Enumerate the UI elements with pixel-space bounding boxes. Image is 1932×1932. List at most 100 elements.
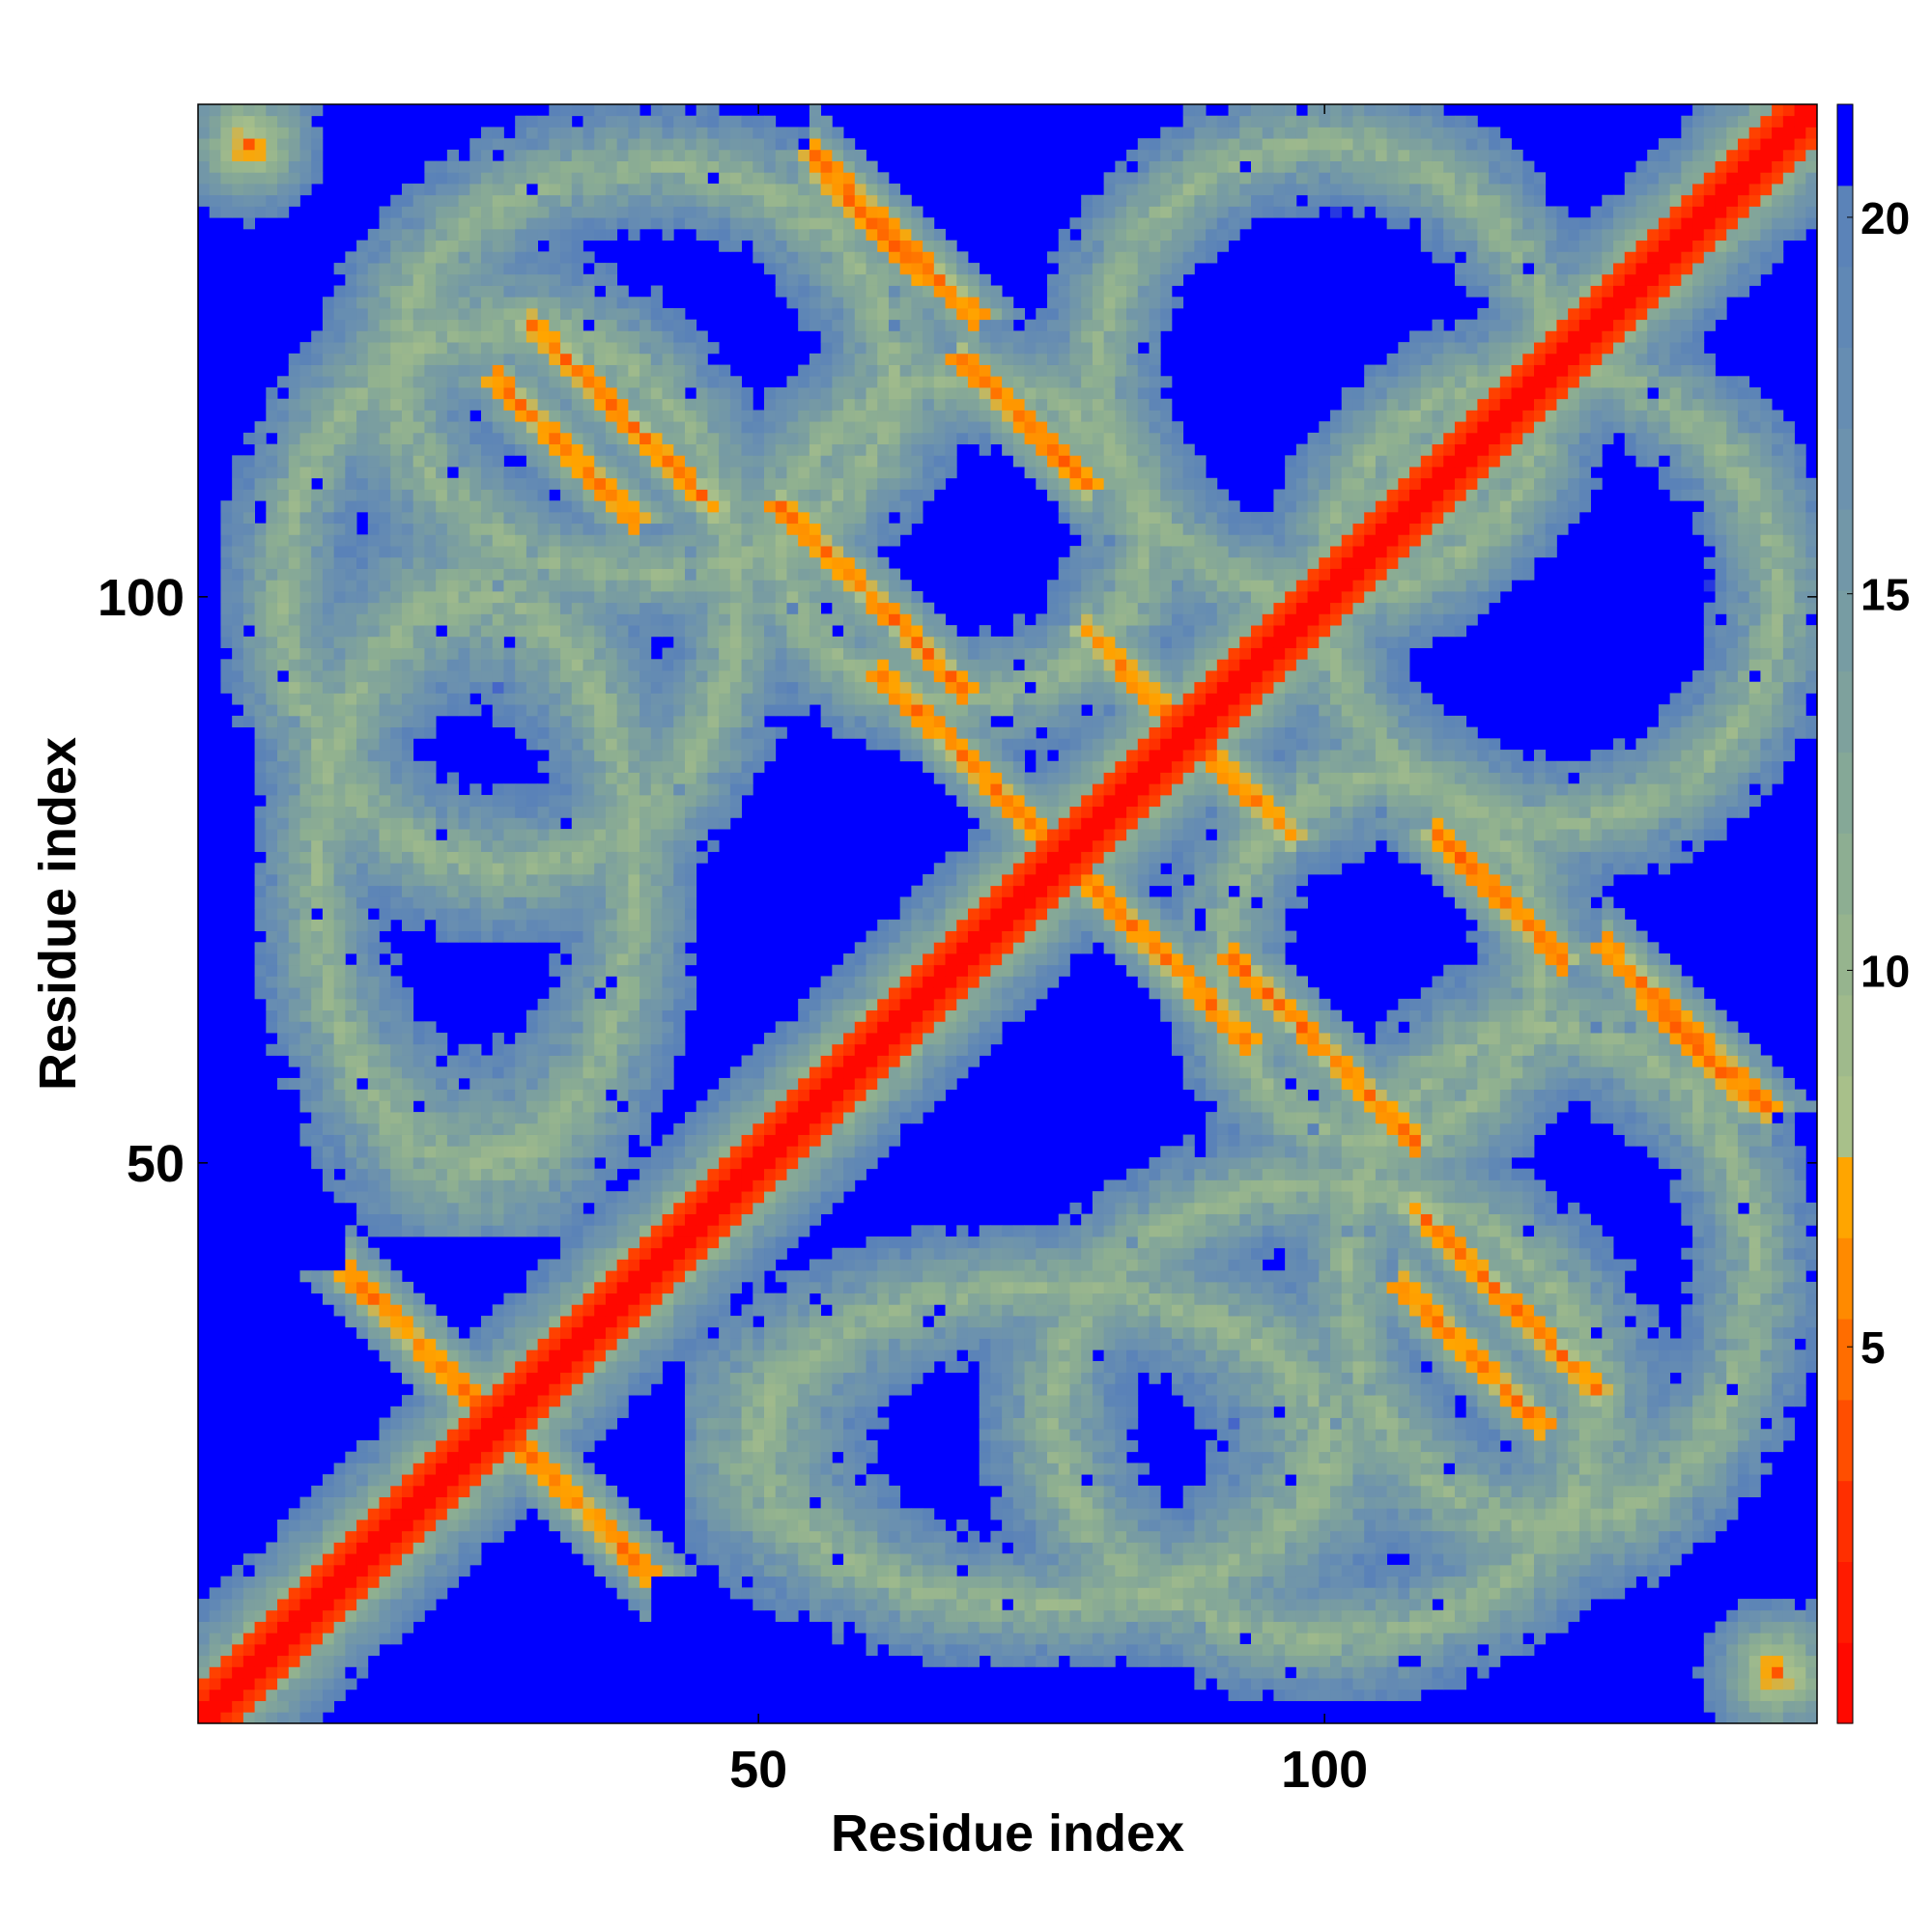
heatmap-cell <box>582 1395 595 1407</box>
heatmap-cell <box>650 1360 663 1374</box>
heatmap-cell <box>424 455 437 468</box>
heatmap-cell <box>673 987 686 1000</box>
heatmap-cell <box>571 794 583 808</box>
heatmap-cell <box>639 1168 652 1180</box>
heatmap-cell <box>424 1055 437 1067</box>
heatmap-cell <box>424 1508 437 1520</box>
heatmap-cell <box>266 1712 278 1724</box>
heatmap-cell <box>254 1553 267 1566</box>
heatmap-cell <box>616 783 629 796</box>
heatmap-cell <box>628 1043 640 1056</box>
heatmap-cell <box>277 693 290 705</box>
heatmap-cell <box>458 1508 470 1520</box>
heatmap-cell <box>242 568 255 581</box>
heatmap-cell <box>424 432 437 445</box>
heatmap-cell <box>515 806 527 818</box>
heatmap-cell <box>322 1689 335 1701</box>
heatmap-cell <box>277 625 290 638</box>
heatmap-cell <box>549 1021 561 1034</box>
heatmap-cell <box>741 467 753 479</box>
heatmap-cell <box>379 750 391 762</box>
heatmap-cell <box>549 1156 561 1170</box>
heatmap-cell <box>322 919 335 931</box>
heatmap-cell <box>299 829 312 841</box>
heatmap-cell <box>526 228 539 242</box>
heatmap-cell <box>356 500 369 513</box>
heatmap-cell <box>401 1281 414 1294</box>
heatmap-cell <box>288 783 300 796</box>
heatmap-cell <box>379 647 391 660</box>
heatmap-cell <box>582 1259 595 1271</box>
heatmap-cell <box>401 1316 414 1328</box>
heatmap-cell <box>719 760 731 773</box>
heatmap-cell <box>288 534 300 547</box>
heatmap-cell <box>367 1530 380 1543</box>
heatmap-cell <box>288 885 300 897</box>
heatmap-cell <box>424 568 437 581</box>
heatmap-cell <box>367 364 380 377</box>
heatmap-cell <box>424 1326 437 1339</box>
heatmap-cell <box>616 760 629 773</box>
heatmap-cell <box>650 806 663 818</box>
heatmap-cell <box>322 443 335 456</box>
heatmap-cell <box>753 1542 765 1554</box>
heatmap-cell <box>424 511 437 525</box>
heatmap-cell <box>458 1485 470 1497</box>
heatmap-cell <box>729 410 742 422</box>
heatmap-cell <box>436 206 448 218</box>
heatmap-cell <box>673 738 686 751</box>
heatmap-cell <box>390 263 403 275</box>
heatmap-cell <box>288 443 300 456</box>
heatmap-cell <box>696 817 708 830</box>
heatmap-cell <box>526 1146 539 1158</box>
heatmap-cell <box>605 319 618 331</box>
heatmap-cell <box>390 1009 403 1022</box>
heatmap-cell <box>741 443 753 456</box>
heatmap-cell <box>741 1259 753 1271</box>
heatmap-cell <box>605 806 618 818</box>
heatmap-cell <box>492 534 504 547</box>
heatmap-cell <box>537 1009 550 1022</box>
heatmap-cell <box>582 251 595 264</box>
heatmap-cell <box>764 1338 777 1350</box>
heatmap-cell <box>446 1485 459 1497</box>
heatmap-cell <box>549 1100 561 1113</box>
heatmap-cell <box>571 410 583 422</box>
heatmap-cell <box>242 1599 255 1611</box>
heatmap-cell <box>333 1666 346 1679</box>
heatmap-cell <box>436 1316 448 1328</box>
heatmap-cell <box>288 613 300 626</box>
heatmap-cell <box>492 477 504 490</box>
heatmap-cell <box>401 534 414 547</box>
heatmap-cell <box>526 172 539 185</box>
heatmap-cell <box>662 839 674 852</box>
heatmap-cell <box>458 455 470 468</box>
heatmap-cell <box>571 908 583 921</box>
heatmap-cell <box>424 1451 437 1463</box>
heatmap-cell <box>288 1599 300 1611</box>
heatmap-cell <box>753 580 765 592</box>
heatmap-cell <box>492 908 504 921</box>
heatmap-cell <box>220 184 233 196</box>
heatmap-cell <box>673 1553 686 1566</box>
heatmap-cell <box>412 443 425 456</box>
heatmap-cell <box>582 919 595 931</box>
heatmap-cell <box>232 194 244 207</box>
heatmap-cell <box>288 806 300 818</box>
heatmap-cell <box>650 1247 663 1260</box>
heatmap-cell <box>707 1146 720 1158</box>
heatmap-cell <box>628 647 640 660</box>
heatmap-cell <box>594 138 607 151</box>
heatmap-cell <box>549 1259 561 1271</box>
heatmap-cell <box>537 342 550 355</box>
heatmap-cell <box>436 1122 448 1135</box>
heatmap-cell <box>605 1406 618 1418</box>
heatmap-cell <box>650 839 663 852</box>
heatmap-cell <box>311 1576 324 1588</box>
heatmap-cell <box>458 681 470 694</box>
heatmap-cell <box>311 1066 324 1079</box>
heatmap-cell <box>379 534 391 547</box>
heatmap-cell <box>537 1316 550 1328</box>
heatmap-cell <box>266 896 278 909</box>
heatmap-cell <box>571 1179 583 1192</box>
